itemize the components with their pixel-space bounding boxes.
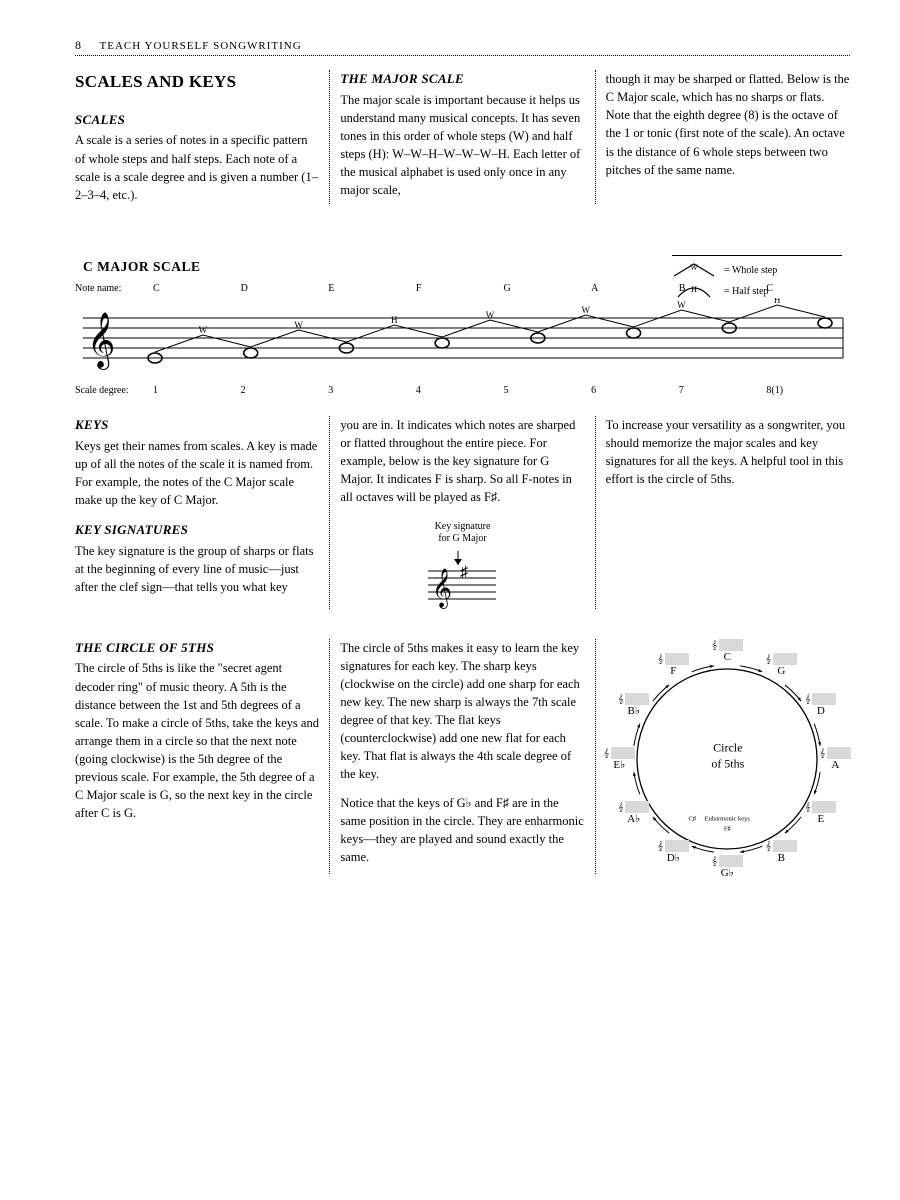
row3-col2: The circle of 5ths makes it easy to lear… [329,639,594,874]
svg-text:H: H [691,285,697,294]
degree-2: 3 [324,385,412,396]
row1-col2: THE MAJOR SCALE The major scale is impor… [329,70,594,204]
circle-key-B♭: 𝄞B♭ [609,693,659,717]
book-title: TEACH YOURSELF SONGWRITING [100,40,302,52]
svg-text:𝄞: 𝄞 [87,313,115,370]
degree-label: Scale degree: [75,385,149,396]
circle-key-F: 𝄞F [648,653,698,677]
row2-col3: To increase your versatility as a songwr… [595,416,850,609]
legend-half-row: H = Half step [672,283,842,299]
circle-key-E: 𝄞E [796,801,846,825]
para-scales: A scale is a series of notes in a specif… [75,131,319,204]
para-major1: The major scale is important because it … [340,91,584,200]
svg-text:W: W [486,310,495,320]
svg-text:𝄞: 𝄞 [432,569,452,609]
circle-enh-C♯: C♯ [689,815,697,824]
svg-text:W: W [690,263,698,272]
circle-key-D: 𝄞D [796,693,846,717]
subhead-scales: SCALES [75,111,319,130]
svg-text:W: W [199,325,208,335]
keysig-figure: Key signature for G Major 𝄞 ♯ [340,521,584,609]
circle-key-A♭: 𝄞A♭ [609,801,659,825]
row2-col1: KEYS Keys get their names from scales. A… [75,416,329,609]
svg-text:H: H [391,315,398,325]
enharmonic-keys-label: Enharmonic keys [705,814,750,823]
degree-6: 7 [675,385,763,396]
circle-enh-F♯: F♯ [724,824,731,833]
para-circle3: Notice that the keys of G♭ and F♯ are in… [340,794,584,867]
note-name-4: G [500,283,588,294]
para-keysigs3: To increase your versatility as a songwr… [606,416,850,489]
row1-col1: SCALES AND KEYS SCALES A scale is a seri… [75,70,329,204]
keysig-svg: 𝄞 ♯ [422,549,502,609]
step-legend: W = Whole step H = Half step [672,250,842,304]
para-keysigs1: The key signature is the group of sharps… [75,542,319,596]
degree-7: 8(1) [762,385,850,396]
circle-key-A: 𝄞A [810,747,860,771]
keysig-caption1: Key signature [340,521,584,533]
note-name-0: C [149,283,237,294]
svg-text:♯: ♯ [460,564,468,581]
circle-key-E♭: 𝄞E♭ [594,747,644,771]
header-rule [75,55,850,56]
degree-0: 1 [149,385,237,396]
para-keys: Keys get their names from scales. A key … [75,437,319,510]
circle-key-B: 𝄞B [756,840,806,864]
keysig-caption2: for G Major [340,533,584,545]
row3-col3: Circle of 5ths 𝄞C𝄞G𝄞D𝄞A𝄞E𝄞B𝄞G♭F♯𝄞D♭C♯𝄞A♭… [595,639,850,874]
legend-whole-text: = Whole step [724,265,777,276]
circle-center-2: of 5ths [711,756,744,770]
row2-columns: KEYS Keys get their names from scales. A… [75,416,850,609]
section-title: SCALES AND KEYS [75,70,319,95]
whole-step-icon: W [672,262,716,278]
row3-columns: THE CIRCLE OF 5THS The circle of 5ths is… [75,639,850,874]
circle-of-fifths: Circle of 5ths 𝄞C𝄞G𝄞D𝄞A𝄞E𝄞B𝄞G♭F♯𝄞D♭C♯𝄞A♭… [610,639,845,874]
degree-5: 6 [587,385,675,396]
circle-key-G♭: 𝄞G♭ [702,855,752,879]
legend-whole-row: W = Whole step [672,255,842,278]
subhead-keysigs: KEY SIGNATURES [75,521,319,540]
svg-text:W: W [294,320,303,330]
legend-half-text: = Half step [724,286,769,297]
circle-key-G: 𝄞G [756,653,806,677]
page-header: 8 TEACH YOURSELF SONGWRITING [75,38,850,53]
subhead-major-scale: THE MAJOR SCALE [340,70,584,89]
row1-col3: though it may be sharped or flatted. Bel… [595,70,850,204]
note-name-label: Note name: [75,283,149,294]
note-name-1: D [237,283,325,294]
row1-columns: SCALES AND KEYS SCALES A scale is a seri… [75,70,850,204]
para-circle2: The circle of 5ths makes it easy to lear… [340,639,584,784]
para-keysigs2: you are in. It indicates which notes are… [340,416,584,507]
staff-svg-wrap: 𝄞WWHWWWH [75,298,850,381]
half-step-icon: H [672,283,716,299]
note-name-5: A [587,283,675,294]
circle-key-D♭: 𝄞D♭ [648,840,698,864]
degree-3: 4 [412,385,500,396]
note-name-2: E [324,283,412,294]
note-name-3: F [412,283,500,294]
svg-text:W: W [581,305,590,315]
scale-degree-row: Scale degree: 1 2 3 4 5 6 7 8(1) [75,385,850,396]
row3-col1: THE CIRCLE OF 5THS The circle of 5ths is… [75,639,329,874]
staff-svg: 𝄞WWHWWWH [75,298,845,376]
degree-1: 2 [237,385,325,396]
para-major2: though it may be sharped or flatted. Bel… [606,70,850,179]
circle-center-label: Circle of 5ths [711,741,744,772]
circle-center-1: Circle [713,741,742,755]
subhead-circle: THE CIRCLE OF 5THS [75,639,319,658]
circle-key-C: 𝄞C [702,639,752,663]
degree-4: 5 [500,385,588,396]
subhead-keys: KEYS [75,416,319,435]
row2-col2: you are in. It indicates which notes are… [329,416,594,609]
para-circle1: The circle of 5ths is like the "secret a… [75,659,319,822]
page-number: 8 [75,38,82,53]
